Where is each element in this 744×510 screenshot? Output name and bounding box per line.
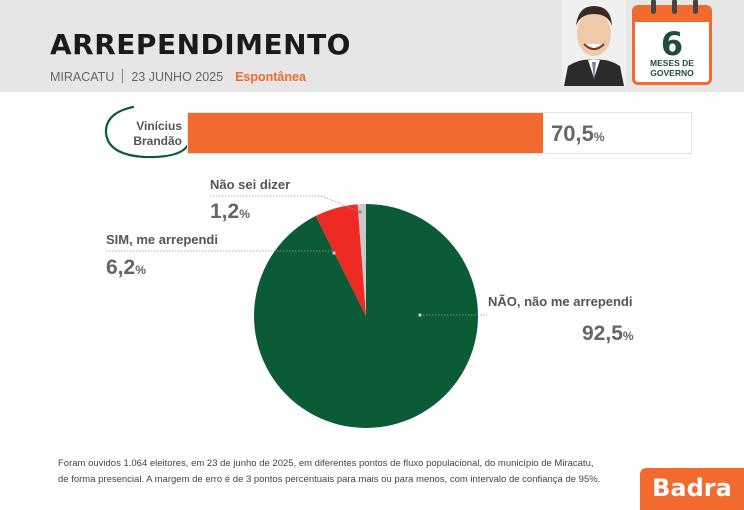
approval-value-number: 70,5 (551, 121, 594, 146)
calendar-number: 6 (660, 25, 684, 63)
leader-dot (332, 251, 336, 255)
methodology-line-1: Foram ouvidos 1.064 eleitores, em 23 de … (58, 458, 594, 469)
pct-unit: % (622, 329, 634, 343)
leader-dot (418, 313, 422, 317)
approval-value-unit: % (593, 130, 605, 144)
leader-line-unknown (210, 195, 361, 213)
methodology-note: Foram ouvidos 1.064 eleitores, em 23 de … (58, 456, 600, 488)
approval-bar-track (187, 112, 692, 154)
candidate-first-name: Vinícius (136, 119, 182, 133)
calendar-label: MESES DE GOVERNO (650, 58, 694, 78)
name-highlight-oval (104, 105, 191, 159)
slice-label-yes: SIM, me arrependi (106, 232, 218, 247)
candidate-name: Vinícius Brandão (110, 119, 182, 149)
approval-bar-value: 70,5% (551, 121, 605, 147)
slice-value-yes-number: 6,2 (106, 256, 136, 279)
slice-value-yes: 6,2% (106, 256, 146, 280)
calendar-ring-icon (693, 0, 698, 14)
candidate-portrait-icon (562, 0, 626, 86)
page-title: ARREPENDIMENTO (50, 28, 351, 61)
slice-value-no-number: 92,5 (582, 322, 623, 345)
calendar-ring-icon (651, 0, 656, 14)
slice-label-unknown: Não sei dizer (210, 177, 291, 192)
candidate-last-name: Brandão (133, 134, 182, 148)
slice-label-no: NÃO, não me arrependi (488, 294, 633, 309)
calendar-badge: 6 MESES DE GOVERNO (632, 0, 712, 85)
brand-logo: Badra (640, 468, 744, 510)
slice-value-unknown: 1,2% (210, 200, 250, 224)
leader-dot (358, 210, 362, 214)
leader-lines (106, 195, 487, 317)
subtitle-line: MIRACATU 23 JUNHO 2025 Espontânea (50, 69, 306, 84)
divider (122, 69, 124, 83)
pie-slice-yes (315, 204, 366, 316)
calendar-ring-icon (672, 0, 677, 14)
pie-slice-unknown (357, 204, 366, 316)
pie-slice-no (254, 204, 479, 429)
city-label: MIRACATU (50, 70, 115, 84)
slice-value-no: 92,5% (582, 322, 634, 346)
slice-value-unknown-number: 1,2 (210, 200, 240, 223)
approval-bar-fill (188, 113, 543, 153)
survey-type-tag: Espontânea (235, 70, 306, 84)
pct-unit: % (135, 263, 146, 277)
date-label: 23 JUNHO 2025 (131, 70, 224, 84)
pct-unit: % (239, 207, 250, 221)
methodology-line-2: de forma presencial. A margem de erro é … (58, 474, 601, 485)
